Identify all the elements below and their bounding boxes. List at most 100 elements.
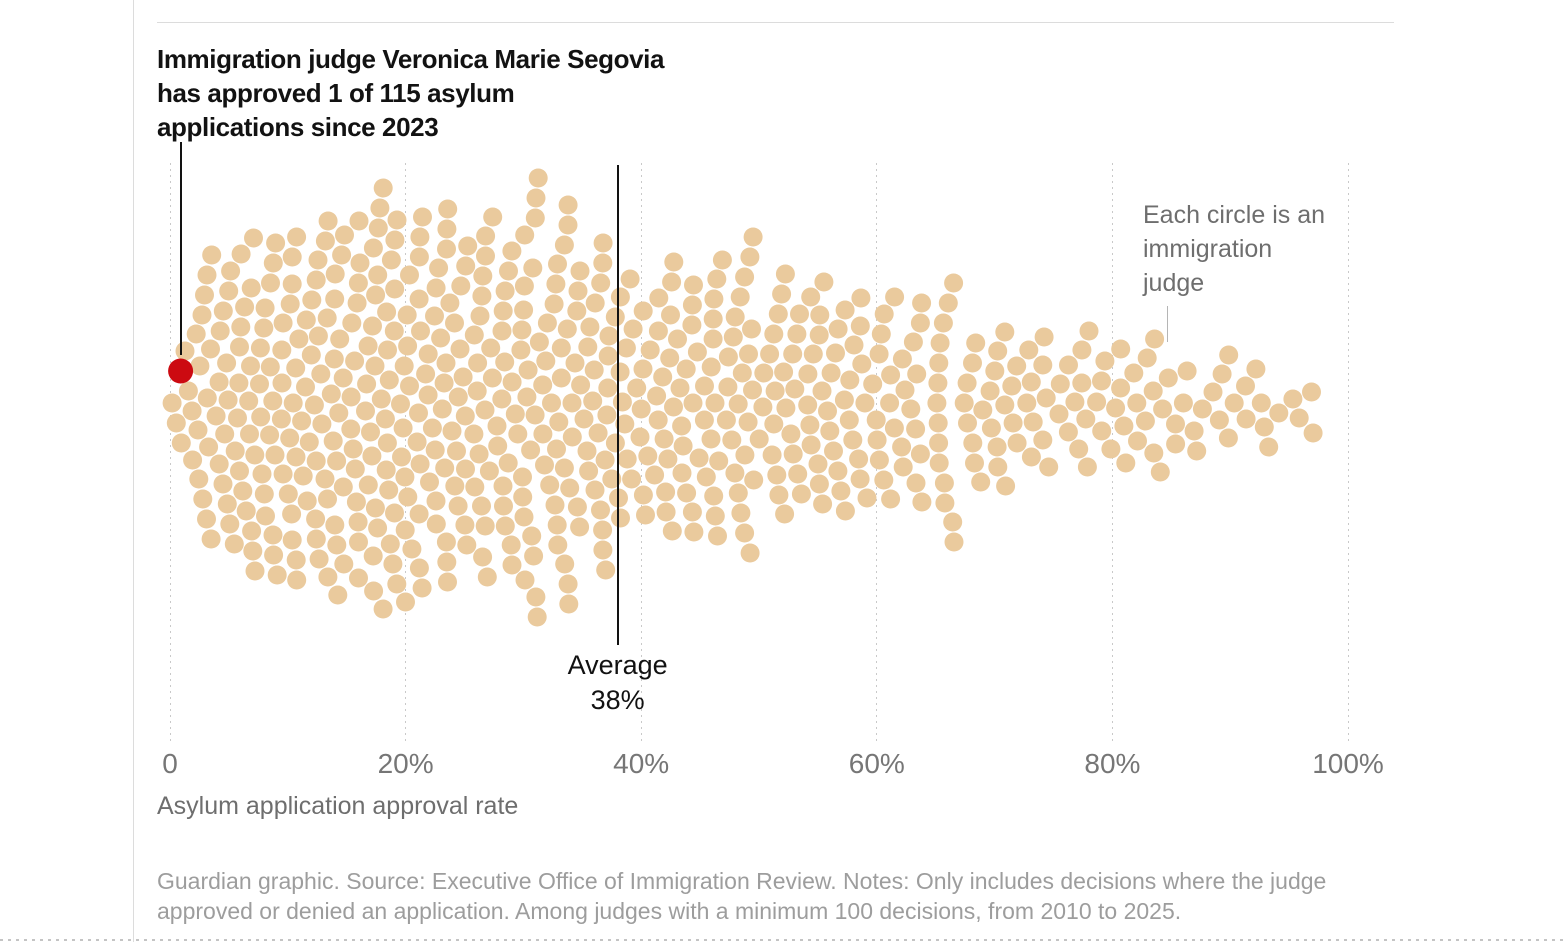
judge-dot [190, 356, 210, 376]
judge-dot [616, 338, 636, 358]
judge-dot [735, 267, 755, 287]
judge-dot [1302, 382, 1321, 402]
judge-dot [633, 485, 653, 505]
judge-dot [375, 409, 395, 429]
judge-dot [881, 365, 901, 385]
judge-dot [431, 328, 451, 348]
judge-dot [416, 364, 436, 384]
judge-dot [602, 469, 622, 489]
judge-dot [250, 374, 269, 394]
judge-dot [377, 302, 397, 322]
judge-dot [306, 509, 326, 529]
judge-dot [610, 287, 630, 307]
judge-dot [712, 250, 732, 270]
judge-dot [558, 215, 578, 235]
judge-dot [547, 515, 567, 535]
judge-dot [867, 430, 887, 450]
judge-dot [318, 489, 337, 509]
judge-dot [468, 353, 488, 373]
judge-dot [266, 233, 286, 253]
judge-dot [769, 485, 789, 505]
highlight-callout-line [179, 142, 182, 355]
judge-dot [810, 305, 830, 325]
judge-dot [617, 449, 637, 469]
judge-dot [260, 357, 280, 377]
judge-dot [228, 408, 247, 428]
judge-dot [1212, 364, 1232, 384]
judge-dot [425, 440, 445, 460]
judge-dot [286, 447, 306, 467]
judge-dot [311, 364, 331, 384]
judge-dot [676, 359, 696, 379]
judge-dot [221, 261, 241, 281]
judge-dot [605, 307, 625, 327]
judge-dot [537, 313, 557, 333]
judge-dot [730, 287, 750, 307]
average-label: Average 38% [518, 648, 718, 718]
judge-dot [501, 535, 521, 555]
judge-dot [591, 500, 610, 520]
judge-dot [1021, 372, 1041, 392]
judge-dot [1153, 399, 1173, 419]
judge-dot [1002, 376, 1022, 396]
judge-dot [682, 315, 702, 335]
judge-dot [648, 410, 668, 430]
judge-dot [1114, 416, 1134, 436]
judge-dot [783, 344, 803, 364]
judge-dot [760, 344, 780, 364]
judge-dot [308, 326, 328, 346]
judge-dot [885, 287, 905, 307]
judge-dot [653, 367, 673, 387]
judge-dot [323, 431, 343, 451]
judge-dot [1036, 388, 1056, 408]
judge-dot [742, 319, 761, 339]
judge-dot [495, 352, 515, 372]
judge-dot [684, 275, 703, 295]
judge-dot [451, 276, 471, 296]
judge-dot [555, 554, 575, 574]
judge-dot [362, 446, 382, 466]
judge-dot [647, 386, 667, 406]
judge-dot [456, 459, 475, 479]
judge-dot [306, 451, 326, 471]
annotation-pointer-line [1167, 306, 1168, 342]
judge-dot [263, 525, 283, 545]
judge-dot [673, 436, 693, 456]
judge-dot [620, 269, 640, 289]
judge-dot [585, 480, 605, 500]
judge-dot [254, 318, 274, 338]
judge-dot [971, 472, 991, 492]
judge-dot [368, 218, 388, 238]
judge-dot [213, 474, 233, 494]
judge-dot [963, 353, 982, 373]
judge-dot [1166, 434, 1186, 454]
judge-dot [1177, 361, 1197, 381]
judge-dot [934, 473, 954, 493]
judge-dot [593, 520, 613, 540]
judge-dot [1072, 340, 1092, 360]
judge-dot [409, 558, 429, 578]
judge-dot [694, 410, 714, 430]
judge-dot [368, 518, 388, 538]
chart-title-line-1: Immigration judge Veronica Marie Segovia [157, 44, 665, 74]
judge-dot [701, 357, 721, 377]
judge-dot [387, 210, 407, 230]
judge-dot [487, 416, 507, 436]
judge-dot [790, 304, 809, 324]
judge-dot [325, 264, 345, 284]
judge-dot [772, 284, 792, 304]
judge-dot [252, 464, 272, 484]
judge-dot [379, 370, 399, 390]
judge-dot [363, 238, 383, 258]
judge-dot [631, 399, 651, 419]
judge-dot [384, 321, 404, 341]
judge-dot [333, 368, 353, 388]
judge-dot [218, 390, 238, 410]
judge-dot [718, 347, 738, 367]
judge-dot [482, 368, 502, 388]
judge-dot [633, 359, 653, 379]
judge-dot [395, 467, 415, 487]
judge-dot [395, 520, 415, 540]
judge-dot [518, 360, 538, 380]
judge-dot [280, 294, 300, 314]
